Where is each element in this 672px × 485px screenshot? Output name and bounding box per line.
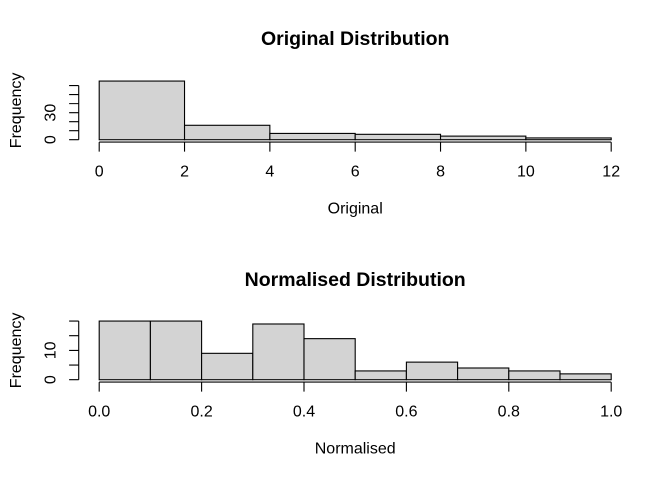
svg-text:4: 4 xyxy=(265,164,274,181)
svg-text:0: 0 xyxy=(42,135,59,144)
svg-text:Frequency: Frequency xyxy=(8,313,25,389)
svg-text:1.0: 1.0 xyxy=(600,404,622,421)
svg-text:Original: Original xyxy=(328,201,383,218)
svg-text:0.8: 0.8 xyxy=(498,404,520,421)
svg-text:12: 12 xyxy=(602,164,620,181)
svg-text:8: 8 xyxy=(436,164,445,181)
svg-text:10: 10 xyxy=(42,341,59,359)
svg-text:0.0: 0.0 xyxy=(88,404,110,421)
svg-text:0.4: 0.4 xyxy=(293,404,315,421)
svg-text:0.2: 0.2 xyxy=(190,404,212,421)
svg-text:0.6: 0.6 xyxy=(395,404,417,421)
svg-text:0: 0 xyxy=(95,164,104,181)
svg-text:Normalised Distribution: Normalised Distribution xyxy=(245,269,466,291)
svg-text:Original Distribution: Original Distribution xyxy=(261,28,450,50)
svg-text:6: 6 xyxy=(351,164,360,181)
svg-text:Frequency: Frequency xyxy=(8,73,25,149)
svg-text:Normalised: Normalised xyxy=(315,441,396,458)
svg-text:0: 0 xyxy=(42,375,59,384)
svg-text:30: 30 xyxy=(42,104,59,122)
svg-text:10: 10 xyxy=(517,164,535,181)
svg-text:2: 2 xyxy=(180,164,189,181)
